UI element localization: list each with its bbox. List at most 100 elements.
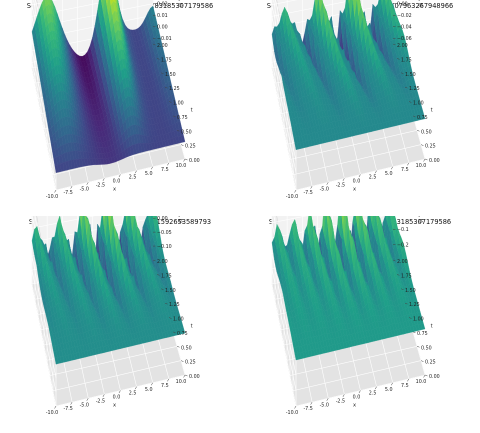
x-tick-label: 2.5 (129, 175, 137, 181)
x-tick (374, 386, 377, 390)
t-tick-label: 0.00 (189, 158, 200, 164)
z-tick-label: −0.04 (397, 25, 412, 31)
t-tick (184, 374, 188, 377)
x-tick-label: 5.0 (385, 387, 393, 393)
t-tick (152, 43, 156, 46)
t-tick (176, 346, 180, 348)
x-tick (358, 390, 361, 394)
surface-facet (180, 327, 186, 334)
x-tick (183, 374, 186, 378)
t-tick-label: 0.25 (425, 360, 436, 366)
x-tick (358, 174, 361, 178)
x-tick-label: 0.0 (353, 179, 361, 185)
x-axis-label: x (113, 403, 116, 409)
x-tick (118, 174, 121, 178)
x-tick-label: 7.5 (161, 383, 169, 389)
t-tick (424, 374, 428, 377)
t-tick-label: 1.25 (409, 86, 420, 92)
x-axis: -10.0 -7.5 -5.0 -2.5 0.0 2.5 5.0 7.5 10.0 x (46, 374, 186, 416)
x-axis: -10.0 -7.5 -5.0 -2.5 0.0 2.5 5.0 7.5 10.0 x (46, 158, 187, 200)
surface-plot: -10.0-7.5-5.0-2.50.02.55.07.510.0x0.000.… (31, 0, 200, 200)
t-tick (156, 274, 160, 276)
t-tick (392, 259, 396, 262)
t-tick-label: 0.75 (417, 331, 428, 337)
x-tick-label: 7.5 (401, 383, 409, 389)
t-tick-label: 0.50 (421, 345, 432, 351)
t-tick-label: 1.00 (173, 317, 184, 323)
surface (271, 216, 426, 361)
x-tick (407, 162, 410, 166)
t-tick-label: 0.75 (177, 331, 188, 337)
surface-facet (105, 0, 109, 6)
x-tick (167, 378, 170, 382)
z-axis-label: u₂(x, t) (177, 0, 183, 7)
x-tick (134, 386, 137, 390)
z-tick-label: 0.01 (157, 13, 168, 19)
x-tick (151, 166, 153, 170)
x-tick-label: 10.0 (416, 379, 427, 385)
x-tick (423, 158, 426, 162)
z-tick-label: −0.02 (397, 13, 412, 19)
t-tick-label: 0.50 (421, 129, 432, 135)
panel-3: Solution of u₂(x,t) with varied α = 3.14… (0, 216, 240, 432)
t-tick-label: 0.00 (429, 374, 440, 380)
t-tick-label: 0.75 (417, 115, 428, 121)
surface-facet (79, 216, 83, 230)
x-tick (310, 185, 313, 189)
t-axis-label: t (431, 107, 433, 113)
t-tick (396, 274, 400, 276)
x-tick-label: 0.0 (353, 395, 361, 401)
t-tick (160, 288, 164, 290)
z-tick-label: −0.1 (397, 227, 409, 233)
x-axis: -10.0 -7.5 -5.0 -2.5 0.0 2.5 5.0 7.5 10.0 x (286, 374, 427, 416)
t-tick (180, 360, 184, 362)
t-axis: 0.00 0.25 0.50 0.75 1.00 1.25 1.50 1.75 2.00 t (152, 43, 200, 164)
t-tick-label: 0.50 (181, 345, 192, 351)
x-tick (374, 170, 377, 174)
x-tick (102, 394, 105, 398)
t-tick (416, 346, 420, 348)
t-tick (400, 72, 404, 74)
surface-facet (103, 216, 105, 226)
x-tick (54, 189, 57, 193)
surface-facet (152, 216, 156, 222)
t-tick (152, 259, 156, 262)
x-tick (86, 182, 89, 185)
t-tick-label: 2.00 (397, 43, 408, 49)
x-tick (342, 178, 345, 182)
x-tick-label: -10.0 (46, 410, 58, 416)
z-axis: −0.06−0.04−0.020.000.020.040.060.08u₂(x,… (393, 0, 423, 42)
t-tick-label: 0.50 (181, 129, 192, 135)
x-tick-label: 0.0 (113, 179, 121, 185)
t-tick-label: 1.75 (401, 57, 412, 63)
surface-plot: -10.0-7.5-5.0-2.50.02.55.07.510.0x 0.00 0.… (271, 0, 440, 200)
surface-facet (385, 0, 388, 6)
x-tick-label: -7.5 (303, 406, 312, 412)
z-tick-label: 0.00 (157, 216, 168, 222)
t-tick-label: 2.00 (157, 259, 168, 265)
surface (31, 0, 186, 173)
z-axis: −0.010.000.010.020.030.040.050.06u₂(x, t… (153, 0, 183, 42)
t-tick-label: 1.25 (169, 86, 180, 92)
t-tick (396, 58, 400, 60)
x-tick (391, 166, 393, 170)
t-axis-label: t (431, 323, 433, 329)
x-tick (391, 382, 393, 386)
t-tick-label: 1.50 (405, 72, 416, 78)
x-tick-label: 7.5 (161, 167, 169, 173)
t-tick-label: 1.50 (165, 72, 176, 78)
x-tick-label: -2.5 (336, 398, 345, 404)
t-tick-label: 0.00 (189, 374, 200, 380)
z-tick-label: 0.00 (397, 2, 408, 8)
x-tick-label: 10.0 (176, 163, 187, 169)
x-axis: -10.0 -7.5 -5.0 -2.5 0.0 2.5 5.0 7.5 10.0 x (286, 158, 426, 200)
t-tick-label: 0.25 (425, 144, 436, 150)
t-tick (176, 130, 180, 132)
t-axis: 0.00 0.25 0.50 0.75 1.00 1.25 1.50 1.75 2.00 t (392, 259, 440, 380)
t-axis-label: t (191, 107, 193, 113)
x-tick (326, 182, 329, 185)
t-tick (424, 158, 428, 161)
x-axis-label: x (113, 187, 116, 193)
t-axis: 0.00 0.25 0.50 0.75 1.00 1.25 1.50 1.75 2.00 t (392, 43, 440, 164)
x-tick (423, 374, 426, 378)
